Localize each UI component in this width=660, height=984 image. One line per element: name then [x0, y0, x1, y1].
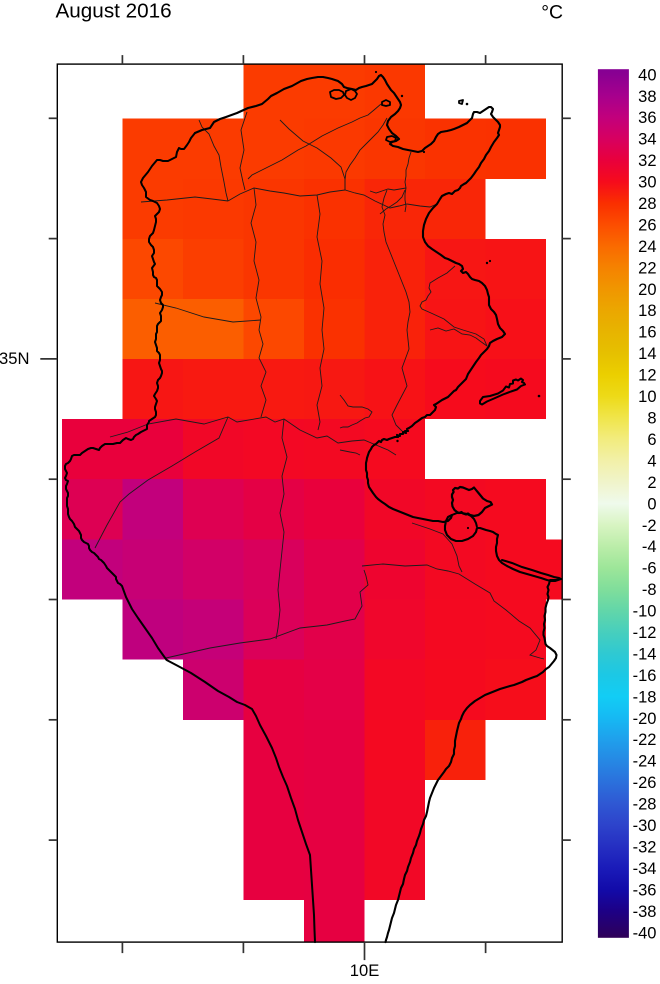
svg-text:-16: -16	[633, 667, 657, 685]
svg-text:-18: -18	[633, 688, 657, 706]
svg-text:-2: -2	[642, 517, 657, 535]
svg-text:36: 36	[638, 109, 656, 127]
svg-text:-38: -38	[633, 903, 657, 921]
svg-text:-4: -4	[642, 538, 657, 556]
svg-text:-40: -40	[633, 924, 657, 942]
svg-text:22: 22	[638, 259, 656, 277]
svg-text:-10: -10	[633, 603, 657, 621]
svg-text:-8: -8	[642, 581, 657, 599]
svg-text:28: 28	[638, 195, 656, 213]
svg-text:6: 6	[647, 431, 656, 449]
svg-text:20: 20	[638, 281, 656, 299]
svg-text:30: 30	[638, 174, 656, 192]
svg-text:4: 4	[647, 452, 656, 470]
svg-text:0: 0	[647, 495, 656, 513]
svg-text:2: 2	[647, 474, 656, 492]
svg-text:-6: -6	[642, 560, 657, 578]
svg-text:-36: -36	[633, 881, 657, 899]
svg-text:10E: 10E	[350, 961, 380, 980]
svg-text:-14: -14	[633, 645, 657, 663]
svg-text:16: 16	[638, 324, 656, 342]
svg-text:-22: -22	[633, 731, 657, 749]
svg-text:-12: -12	[633, 624, 657, 642]
svg-text:12: 12	[638, 367, 656, 385]
svg-text:14: 14	[638, 345, 656, 363]
svg-text:38: 38	[638, 88, 656, 106]
svg-text:40: 40	[638, 66, 656, 84]
svg-text:32: 32	[638, 152, 656, 170]
svg-text:-24: -24	[633, 753, 657, 771]
svg-text:August 2016: August 2016	[56, 0, 172, 22]
svg-text:-30: -30	[633, 817, 657, 835]
svg-text:18: 18	[638, 302, 656, 320]
svg-text:10: 10	[638, 388, 656, 406]
svg-text:-26: -26	[633, 774, 657, 792]
svg-text:-32: -32	[633, 839, 657, 857]
svg-text:-20: -20	[633, 710, 657, 728]
svg-text:-34: -34	[633, 860, 657, 878]
svg-text:°C: °C	[541, 1, 563, 23]
svg-text:26: 26	[638, 217, 656, 235]
svg-text:34: 34	[638, 131, 656, 149]
svg-text:8: 8	[647, 410, 656, 428]
svg-text:24: 24	[638, 238, 656, 256]
svg-text:-28: -28	[633, 796, 657, 814]
svg-text:35N: 35N	[0, 349, 30, 368]
